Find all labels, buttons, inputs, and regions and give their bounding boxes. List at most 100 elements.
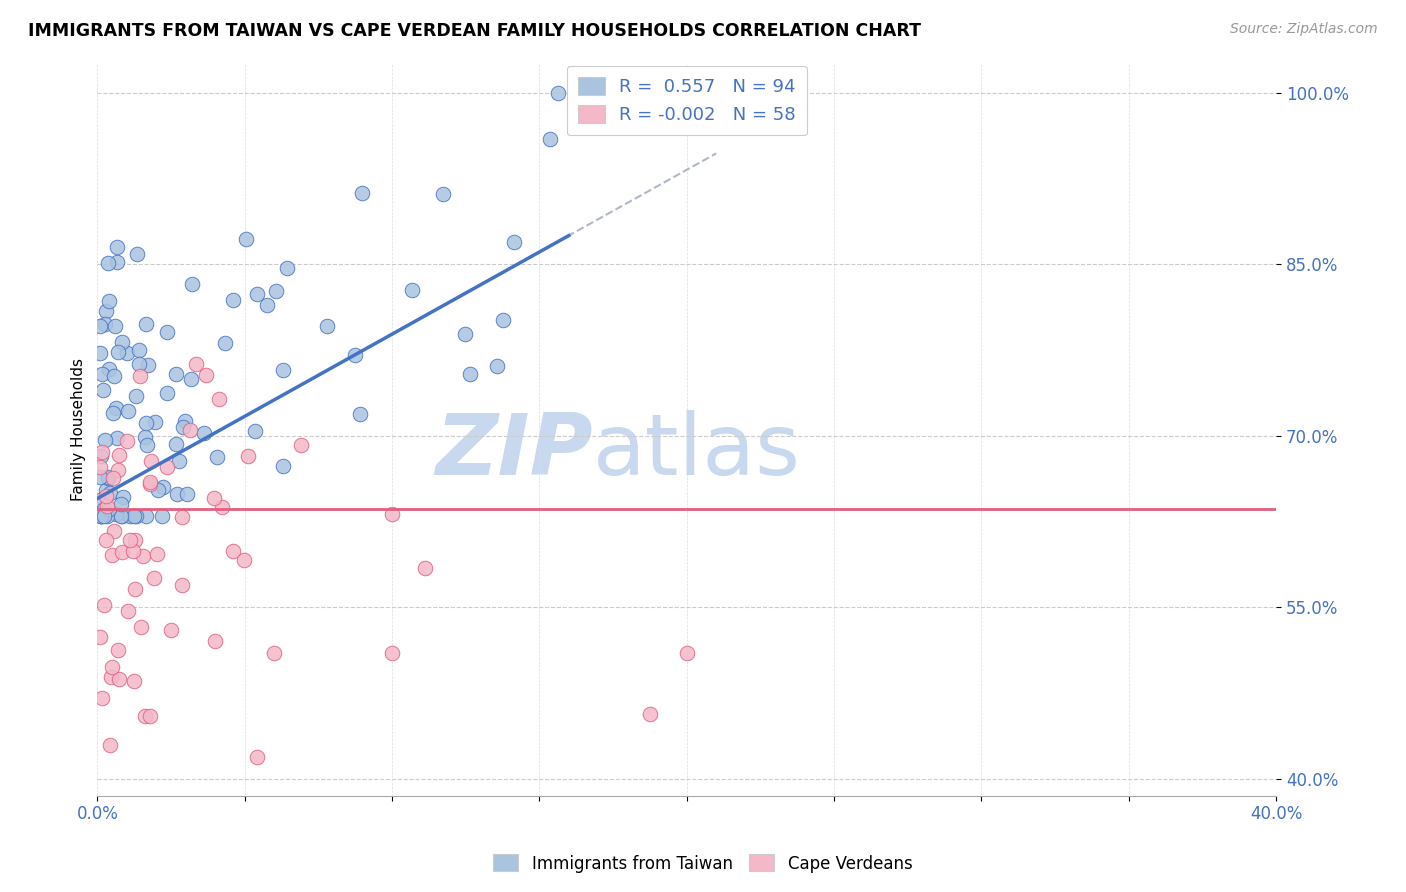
Point bbox=[93, 599, 115, 613]
Point bbox=[105, 239, 128, 253]
Point bbox=[98, 362, 121, 376]
Point bbox=[124, 508, 146, 523]
Point bbox=[89, 508, 111, 522]
Point bbox=[547, 86, 569, 100]
Point bbox=[381, 646, 404, 660]
Point bbox=[94, 318, 117, 332]
Point bbox=[90, 508, 112, 523]
Point bbox=[131, 620, 153, 634]
Point bbox=[125, 389, 148, 403]
Point bbox=[122, 544, 145, 558]
Point bbox=[155, 326, 177, 340]
Point bbox=[638, 706, 661, 721]
Point bbox=[98, 485, 121, 500]
Point bbox=[343, 348, 366, 362]
Point bbox=[413, 561, 436, 575]
Point bbox=[111, 544, 134, 558]
Point bbox=[128, 369, 150, 384]
Point bbox=[170, 578, 193, 592]
Point bbox=[110, 508, 132, 523]
Point bbox=[97, 294, 120, 309]
Point bbox=[107, 345, 129, 359]
Point bbox=[90, 445, 112, 459]
Point bbox=[105, 431, 128, 445]
Point bbox=[195, 368, 218, 383]
Point bbox=[167, 454, 190, 468]
Point bbox=[136, 438, 159, 452]
Point bbox=[104, 401, 127, 415]
Point bbox=[118, 533, 141, 548]
Point bbox=[89, 470, 111, 484]
Point bbox=[180, 372, 202, 386]
Point bbox=[134, 708, 156, 723]
Point bbox=[276, 261, 298, 276]
Point bbox=[349, 407, 371, 421]
Point bbox=[139, 708, 162, 723]
Point bbox=[124, 533, 146, 547]
Legend: Immigrants from Taiwan, Cape Verdeans: Immigrants from Taiwan, Cape Verdeans bbox=[486, 847, 920, 880]
Legend: R =  0.557   N = 94, R = -0.002   N = 58: R = 0.557 N = 94, R = -0.002 N = 58 bbox=[567, 66, 807, 136]
Point bbox=[160, 623, 183, 637]
Point bbox=[108, 449, 131, 463]
Point bbox=[135, 317, 157, 331]
Point bbox=[96, 499, 118, 513]
Point bbox=[118, 508, 141, 523]
Point bbox=[246, 287, 269, 301]
Point bbox=[89, 346, 111, 360]
Text: atlas: atlas bbox=[592, 410, 800, 493]
Point bbox=[91, 367, 114, 381]
Point bbox=[117, 604, 139, 618]
Point bbox=[104, 318, 127, 333]
Point bbox=[143, 415, 166, 429]
Point bbox=[135, 416, 157, 430]
Point bbox=[181, 277, 204, 292]
Point bbox=[90, 691, 112, 706]
Point bbox=[96, 508, 118, 523]
Point bbox=[111, 508, 134, 523]
Point bbox=[179, 423, 201, 437]
Point bbox=[502, 235, 524, 249]
Point bbox=[108, 672, 131, 686]
Point bbox=[100, 670, 122, 684]
Point bbox=[124, 674, 146, 689]
Point bbox=[146, 548, 169, 562]
Point bbox=[98, 738, 121, 752]
Point bbox=[89, 319, 111, 334]
Point bbox=[148, 483, 170, 497]
Point bbox=[89, 493, 111, 508]
Point bbox=[165, 367, 187, 381]
Point bbox=[117, 346, 139, 360]
Point bbox=[96, 304, 118, 318]
Point bbox=[432, 187, 454, 202]
Point bbox=[89, 460, 111, 475]
Point bbox=[214, 336, 236, 351]
Point bbox=[93, 508, 115, 523]
Point bbox=[401, 283, 423, 297]
Point bbox=[110, 334, 132, 349]
Point bbox=[152, 480, 174, 494]
Point bbox=[97, 470, 120, 484]
Point bbox=[97, 256, 120, 270]
Point bbox=[122, 508, 145, 523]
Point bbox=[103, 369, 125, 384]
Point bbox=[91, 383, 114, 397]
Point bbox=[124, 582, 146, 597]
Point bbox=[110, 497, 132, 511]
Point bbox=[316, 318, 339, 333]
Point bbox=[205, 450, 228, 464]
Point bbox=[458, 367, 481, 381]
Point bbox=[165, 437, 187, 451]
Point bbox=[89, 508, 111, 523]
Y-axis label: Family Households: Family Households bbox=[72, 359, 86, 501]
Point bbox=[96, 483, 118, 497]
Point bbox=[94, 489, 117, 503]
Text: Source: ZipAtlas.com: Source: ZipAtlas.com bbox=[1230, 22, 1378, 37]
Point bbox=[117, 434, 139, 449]
Point bbox=[538, 132, 561, 146]
Point bbox=[208, 392, 231, 406]
Point bbox=[271, 363, 294, 377]
Point bbox=[246, 750, 269, 764]
Point bbox=[107, 642, 129, 657]
Point bbox=[139, 475, 162, 489]
Point bbox=[232, 553, 254, 567]
